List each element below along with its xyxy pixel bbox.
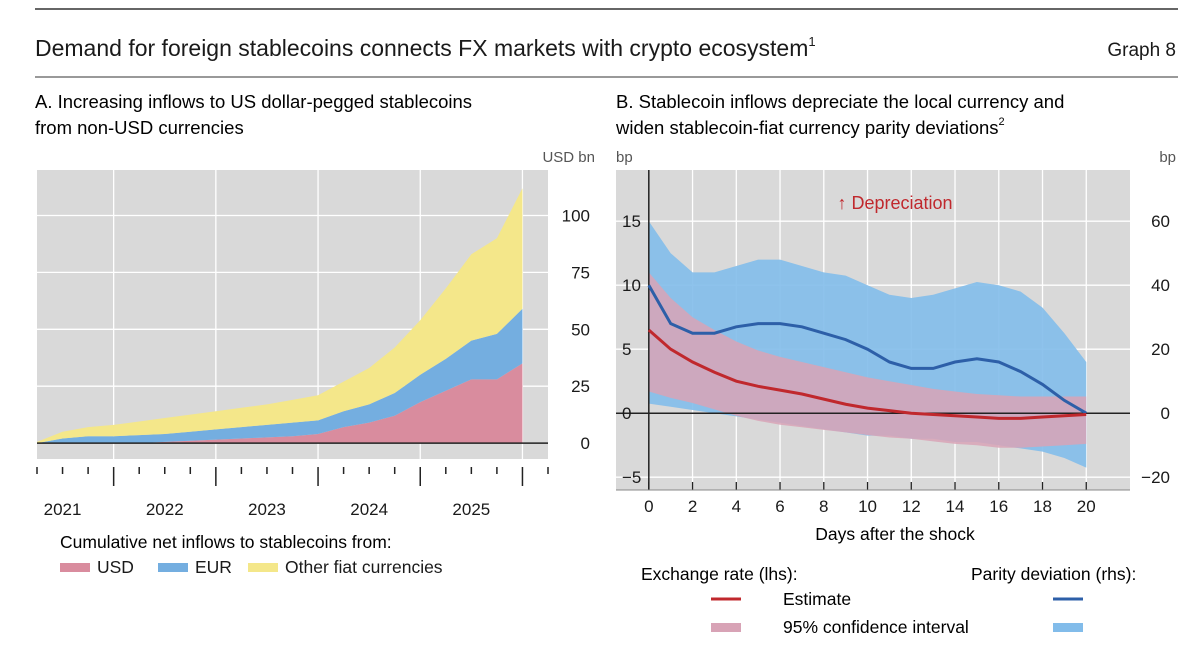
panel-a-y-tick-label: 25: [571, 377, 590, 396]
panel-a-unit: USD bn: [542, 149, 595, 166]
legend-exchange-rate-title: Exchange rate (lhs):: [641, 564, 798, 584]
panel-b-left-tick-label: 10: [622, 276, 641, 295]
panel-a-title-2: from non-USD currencies: [35, 117, 244, 138]
panel-a-x-tick-label: 2025: [452, 500, 490, 519]
panel-b-left-tick-label: 5: [622, 340, 631, 359]
panel-a-x-tick-label: 2021: [44, 500, 82, 519]
panel-b-x-tick-label: 0: [644, 497, 653, 516]
exchange-rate-confidence-band: [648, 272, 1087, 448]
panel-a-y-tick-label: 50: [571, 320, 590, 339]
panel-b-x-tick-label: 8: [819, 497, 828, 516]
panel-b-title-1: B. Stablecoin inflows depreciate the loc…: [616, 91, 1064, 112]
panel-b-right-tick-label: 40: [1151, 276, 1170, 295]
panel-b-plot: ↑ Depreciation: [616, 170, 1130, 490]
legend-label-other-fiat-currencies: Other fiat currencies: [285, 557, 443, 577]
panel-a-y-tick-label: 75: [571, 263, 590, 282]
depreciation-annotation: ↑ Depreciation: [837, 193, 952, 213]
legend-parity-deviation-title: Parity deviation (rhs):: [971, 564, 1136, 584]
legend-exchange-rate-ci-swatch: [711, 623, 741, 632]
panel-b-left-tick-label: −5: [622, 468, 641, 487]
area-eur: [37, 308, 523, 444]
legend-label-eur: EUR: [195, 557, 232, 577]
panel-a-x-tick-label: 2024: [350, 500, 388, 519]
panel-b-left-tick-label: 0: [622, 404, 631, 423]
panel-b-x-tick-label: 2: [688, 497, 697, 516]
panel-a-x-tick-label: 2023: [248, 500, 286, 519]
panel-a-title-1: A. Increasing inflows to US dollar-pegge…: [35, 91, 472, 112]
parity-deviation-estimate-line: [647, 284, 1088, 415]
figure-title: Demand for foreign stablecoins connects …: [35, 34, 816, 61]
panel-b-x-tick-label: 10: [858, 497, 877, 516]
panel-b-x-tick-label: 20: [1077, 497, 1096, 516]
area-other-fiat-currencies: [37, 188, 523, 444]
panel-a-x-tick-label: 2022: [146, 500, 184, 519]
legend-estimate-label: Estimate: [783, 589, 851, 609]
panel-b-right-tick-label: 60: [1151, 212, 1170, 231]
panel-b-x-tick-label: 4: [732, 497, 741, 516]
panel-b-unit-right: bp: [1159, 149, 1176, 166]
panel-b-x-tick-label: 18: [1033, 497, 1052, 516]
legend-swatch-eur: [158, 563, 188, 572]
panel-a-legend: USD EUR Other fiat currencies: [60, 557, 443, 577]
panel-b-x-tick-label: 16: [989, 497, 1008, 516]
panel-b-right-tick-label: 20: [1151, 340, 1170, 359]
area-usd: [37, 363, 523, 444]
legend-ci-label: 95% confidence interval: [783, 617, 969, 637]
panel-a-legend-title: Cumulative net inflows to stablecoins fr…: [60, 532, 392, 552]
legend-label-usd: USD: [97, 557, 134, 577]
panel-b-title-2: widen stablecoin-fiat currency parity de…: [615, 116, 1005, 138]
panel-b-xlabel: Days after the shock: [815, 524, 975, 544]
exchange-rate-estimate-line: [647, 328, 1087, 420]
panel-a-y-tick-label: 100: [562, 207, 590, 226]
panel-b-right-tick-label: −20: [1141, 468, 1170, 487]
panel-a-y-tick-label: 0: [581, 434, 590, 453]
panel-b-left-tick-label: 15: [622, 212, 641, 231]
legend-swatch-other-fiat-currencies: [248, 563, 278, 572]
panel-a-axis-ticks: 2021 2022 2023 2024 2025 0 25 50 75 100: [36, 207, 590, 519]
panel-a-plot: [37, 170, 548, 459]
panel-b-right-tick-label: 0: [1161, 404, 1170, 423]
graph-label: Graph 8: [1107, 40, 1176, 61]
panel-b-x-tick-label: 6: [775, 497, 784, 516]
panel-b-x-tick-label: 12: [902, 497, 921, 516]
panel-b-unit-left: bp: [616, 149, 633, 166]
panel-b-x-tick-label: 14: [946, 497, 965, 516]
legend-parity-ci-swatch: [1053, 623, 1083, 632]
legend-swatch-usd: [60, 563, 90, 572]
